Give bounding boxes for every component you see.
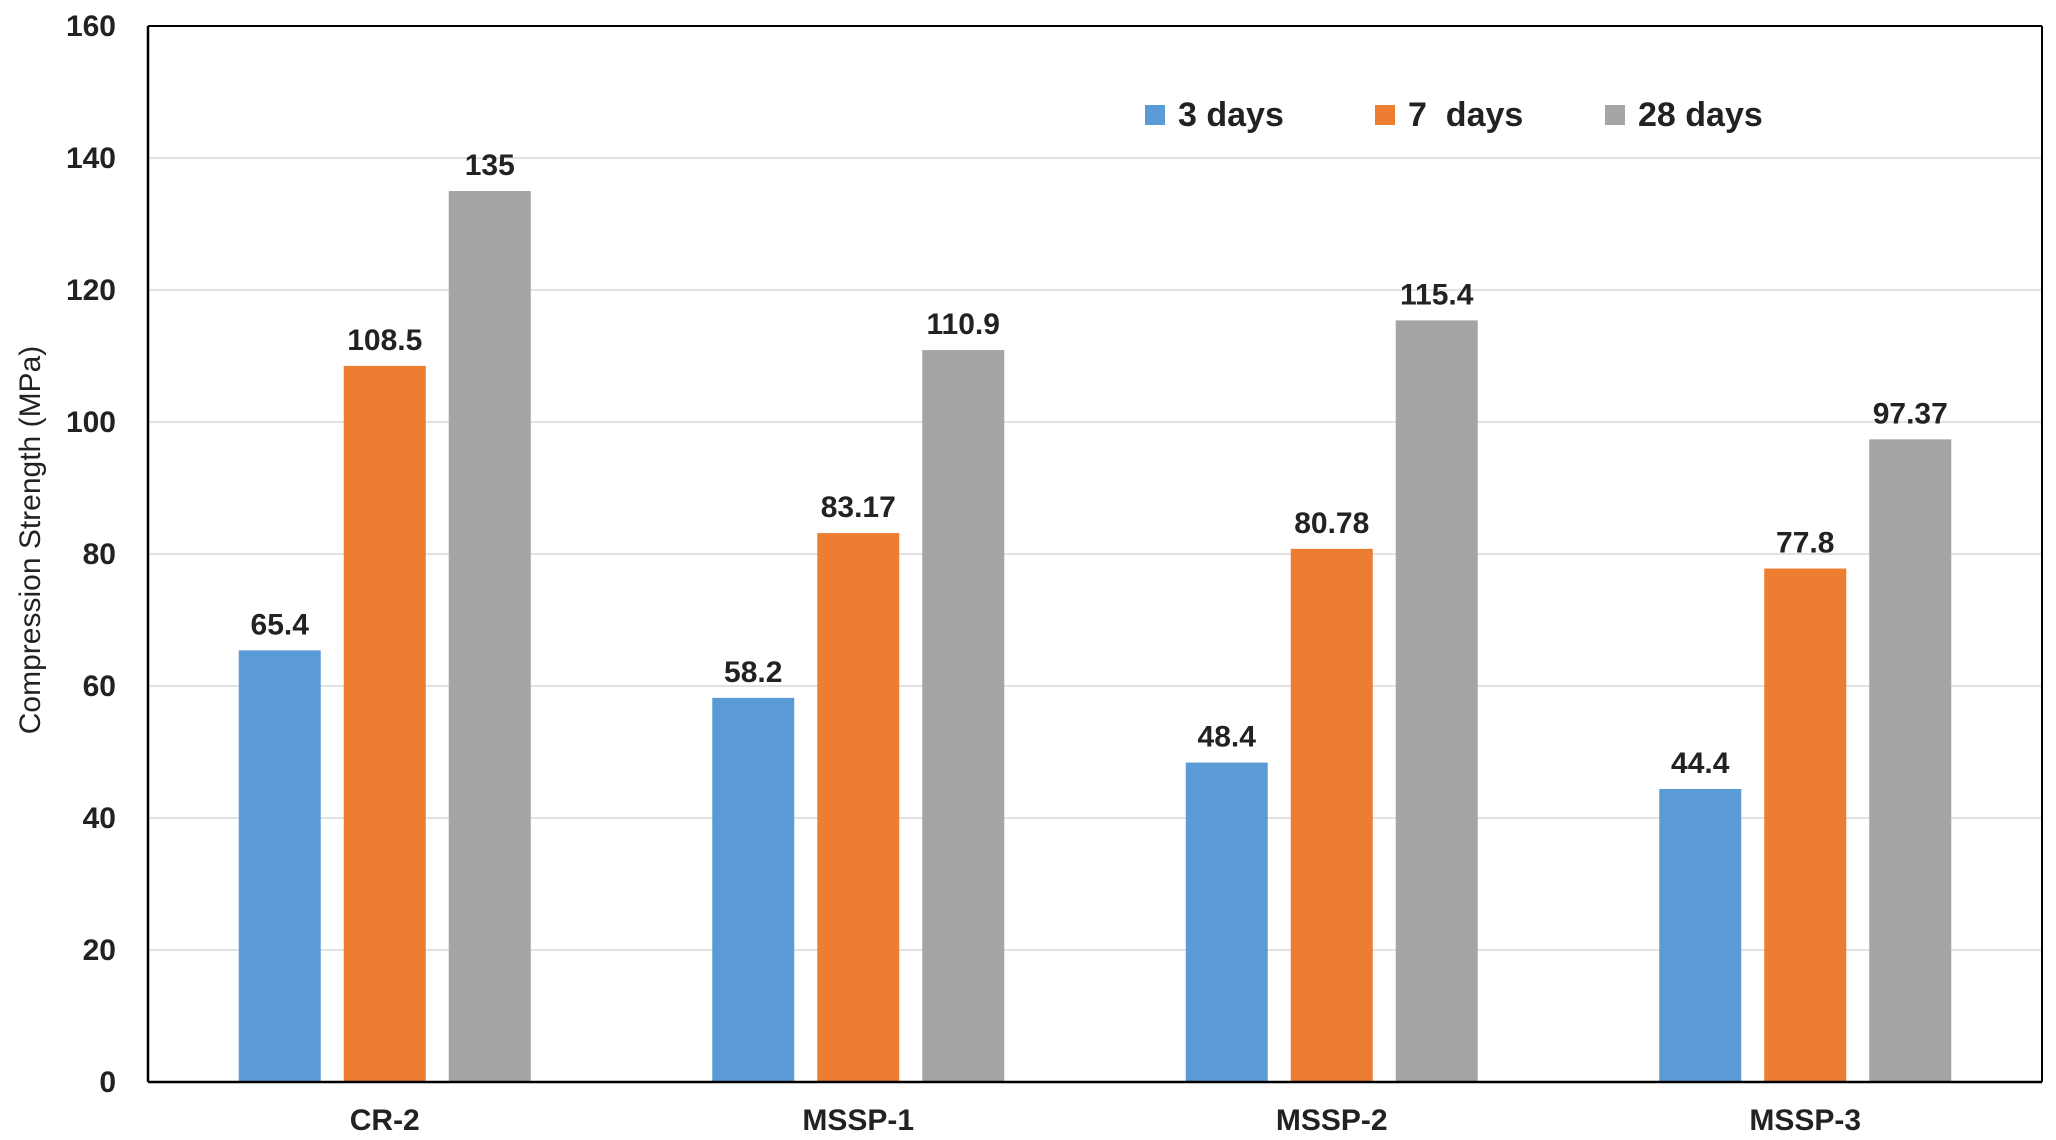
x-tick-label: MSSP-3 <box>1749 1104 1861 1137</box>
data-label: 97.37 <box>1873 397 1948 430</box>
axes: Compression Strength (MPa) 0 20 40 60 80 100 1… <box>14 10 2043 1137</box>
x-tick-label: CR-2 <box>350 1104 420 1137</box>
y-tick-label: 160 <box>66 10 116 43</box>
y-tick-label: 40 <box>83 802 116 835</box>
legend-label: 28 days <box>1638 96 1763 134</box>
data-label: 115.4 <box>1400 278 1474 311</box>
bar <box>1659 788 1742 1082</box>
legend-label: 7 days <box>1408 96 1523 134</box>
bar <box>343 365 426 1082</box>
y-tick-label: 60 <box>83 670 116 703</box>
data-label: 65.4 <box>251 608 310 641</box>
data-labels: 65.4 108.5 135 58.2 83.17 110.9 48.4 80.78 115.4… <box>251 149 1948 780</box>
bar <box>1764 568 1847 1082</box>
bar <box>1290 548 1373 1082</box>
y-tick-label: 140 <box>66 142 116 175</box>
data-label: 58.2 <box>724 656 782 689</box>
data-label: 110.9 <box>927 308 1000 341</box>
bar <box>1869 439 1952 1082</box>
y-tick-label: 0 <box>99 1066 116 1099</box>
data-label: 44.4 <box>1671 747 1730 780</box>
legend: 3 days 7 days 28 days <box>1145 96 1763 134</box>
bar <box>238 650 321 1082</box>
bar <box>712 697 795 1082</box>
bar <box>1395 320 1478 1082</box>
x-tick-label: MSSP-1 <box>802 1104 914 1137</box>
bar <box>448 191 531 1082</box>
bar <box>1185 762 1268 1082</box>
y-tick-label: 80 <box>83 538 116 571</box>
y-tick-label: 20 <box>83 934 116 967</box>
legend-label: 3 days <box>1178 96 1284 134</box>
data-label: 80.78 <box>1294 507 1369 540</box>
bar <box>817 533 900 1082</box>
y-axis-title: Compression Strength (MPa) <box>14 346 47 734</box>
legend-swatch <box>1375 105 1395 125</box>
data-label: 83.17 <box>821 491 896 524</box>
y-tick-label: 100 <box>66 406 116 439</box>
data-label: 108.5 <box>347 324 422 357</box>
legend-swatch <box>1605 105 1625 125</box>
bars <box>238 191 1952 1082</box>
legend-swatch <box>1145 105 1165 125</box>
x-tick-label: MSSP-2 <box>1276 1104 1388 1137</box>
data-label: 48.4 <box>1198 721 1257 754</box>
y-tick-label: 120 <box>66 274 116 307</box>
gridlines <box>148 25 2042 951</box>
bar <box>922 350 1005 1082</box>
data-label: 77.8 <box>1776 527 1834 560</box>
data-label: 135 <box>465 149 515 182</box>
